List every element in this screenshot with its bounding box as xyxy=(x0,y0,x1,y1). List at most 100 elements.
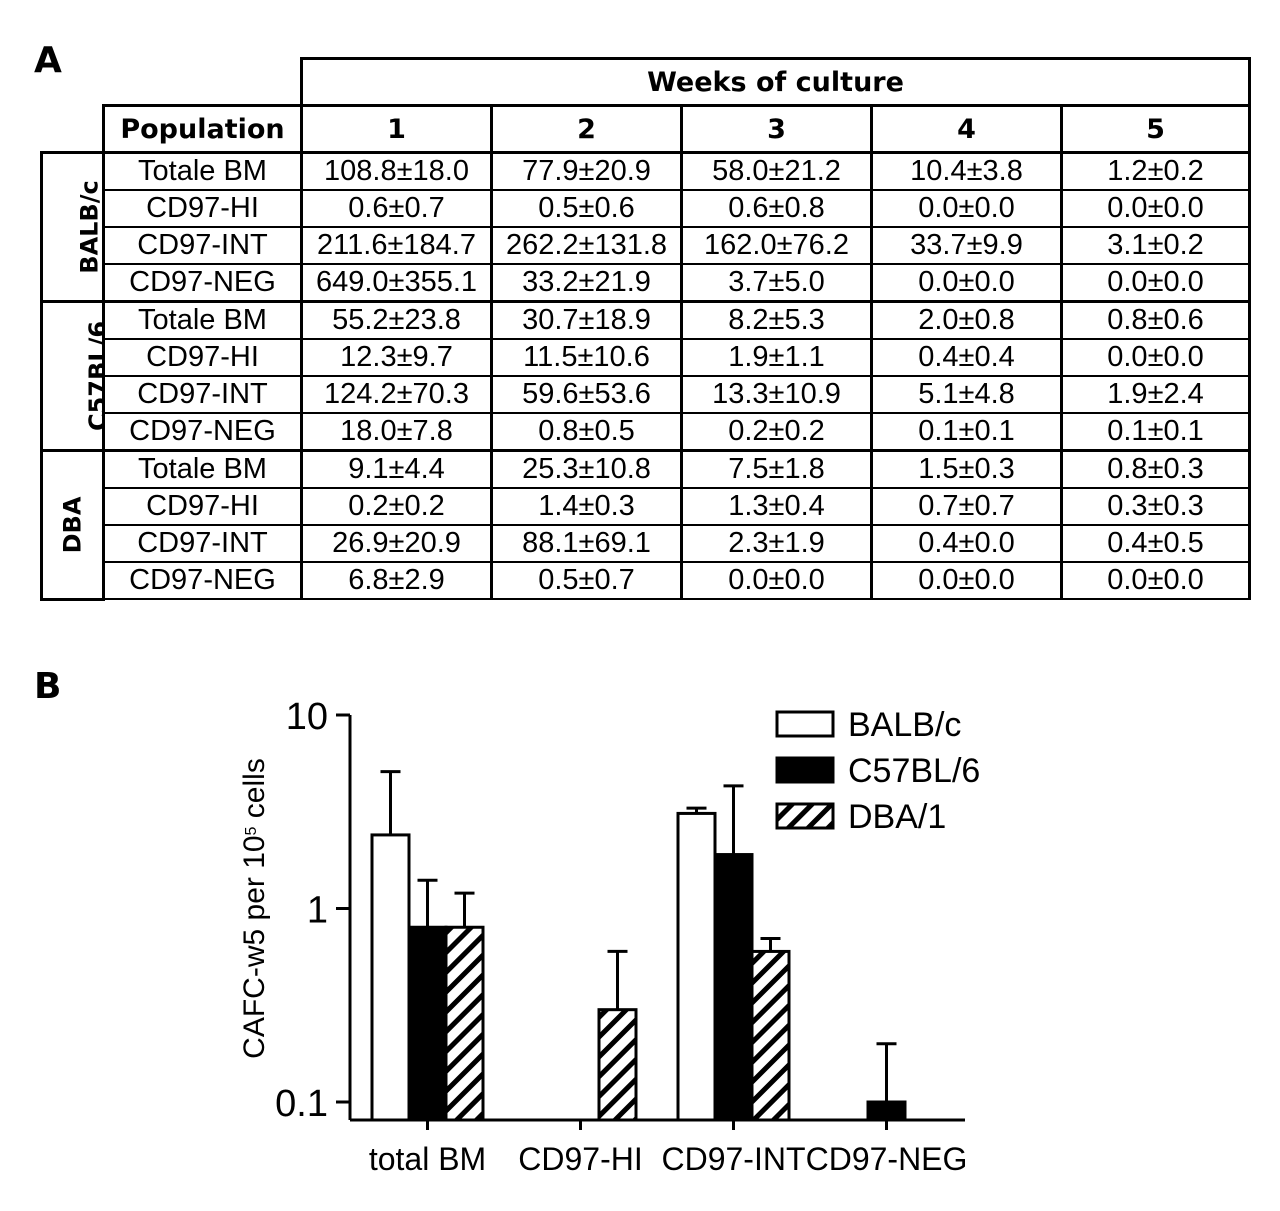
value-cell: 5.1±4.8 xyxy=(870,375,1063,414)
legend-label: DBA/1 xyxy=(848,798,946,836)
x-tick-label: CD97-NEG xyxy=(806,1141,968,1177)
value-cell: 0.3±0.3 xyxy=(1059,487,1252,526)
value-cell: 2.3±1.9 xyxy=(680,524,873,563)
table-corner xyxy=(42,59,302,106)
x-tick-label: CD97-HI xyxy=(518,1141,642,1177)
population-cell: Totale BM xyxy=(102,449,303,489)
value-cell: 262.2±131.8 xyxy=(490,226,683,265)
y-axis-label-text: CAFC-w5 per 10 xyxy=(238,835,271,1058)
value-cell: 10.4±3.8 xyxy=(870,151,1063,191)
value-cell: 55.2±23.8 xyxy=(300,300,493,340)
value-cell: 162.0±76.2 xyxy=(680,226,873,265)
table-row: CD97-HI 0.6±0.7 0.5±0.6 0.6±0.8 0.0±0.0 0.0±0… xyxy=(42,189,1252,228)
value-cell: 0.0±0.0 xyxy=(680,561,873,600)
population-header: Population xyxy=(102,104,303,154)
value-cell: 59.6±53.6 xyxy=(490,375,683,414)
bar xyxy=(597,1008,638,1122)
bar xyxy=(370,833,411,1122)
value-cell: 0.6±0.8 xyxy=(680,189,873,228)
week-header: 1 xyxy=(300,104,493,154)
y-tick-label: 1 xyxy=(307,890,328,932)
value-cell: 3.7±5.0 xyxy=(680,263,873,303)
value-cell: 0.0±0.0 xyxy=(870,189,1063,228)
value-cell: 58.0±21.2 xyxy=(680,151,873,191)
bar xyxy=(713,853,754,1122)
y-tick-label: 10 xyxy=(286,696,328,738)
bar xyxy=(407,925,448,1122)
value-cell: 1.2±0.2 xyxy=(1059,151,1252,191)
bar xyxy=(676,811,717,1122)
value-cell: 1.5±0.3 xyxy=(870,449,1063,489)
value-cell: 3.1±0.2 xyxy=(1059,226,1252,265)
value-cell: 0.5±0.7 xyxy=(490,561,683,600)
strain-label: DBA xyxy=(40,449,105,601)
strain-label: C57BL/6 xyxy=(40,300,105,452)
value-cell: 0.4±0.4 xyxy=(870,338,1063,377)
value-cell: 0.0±0.0 xyxy=(1059,561,1252,600)
panel-label-b: B xyxy=(34,666,62,707)
week-header: 5 xyxy=(1059,104,1252,154)
value-cell: 77.9±20.9 xyxy=(490,151,683,191)
legend-swatch xyxy=(775,710,835,738)
table-row: CD97-INT 124.2±70.3 59.6±53.6 13.3±10.9 5.1±… xyxy=(42,375,1252,414)
value-cell: 33.7±9.9 xyxy=(870,226,1063,265)
value-cell: 1.3±0.4 xyxy=(680,487,873,526)
value-cell: 124.2±70.3 xyxy=(300,375,493,414)
week-header: 4 xyxy=(870,104,1063,154)
value-cell: 0.8±0.3 xyxy=(1059,449,1252,489)
value-cell: 2.0±0.8 xyxy=(870,300,1063,340)
population-cell: CD97-NEG xyxy=(102,412,303,452)
value-cell: 0.0±0.0 xyxy=(1059,189,1252,228)
culture-table: Weeks of culture Population 1 2 3 4 5 BA… xyxy=(40,57,1252,601)
value-cell: 0.8±0.6 xyxy=(1059,300,1252,340)
table-row: CD97-HI 12.3±9.7 11.5±10.6 1.9±1.1 0.4±0.4 0.… xyxy=(42,338,1252,377)
legend-swatch xyxy=(775,756,835,784)
table-body: BALB/c Totale BM 108.8±18.0 77.9±20.9 58.0±2… xyxy=(40,151,1252,601)
table-corner-left xyxy=(42,106,104,153)
value-cell: 0.4±0.5 xyxy=(1059,524,1252,563)
table-row: CD97-INT 26.9±20.9 88.1±69.1 2.3±1.9 0.4±0.0… xyxy=(42,524,1252,563)
y-tick-label: 0.1 xyxy=(275,1083,328,1125)
value-cell: 6.8±2.9 xyxy=(300,561,493,600)
y-axis-label-superscript: 5 xyxy=(243,826,260,835)
value-cell: 11.5±10.6 xyxy=(490,338,683,377)
legend-label: BALB/c xyxy=(848,706,961,744)
bar xyxy=(866,1100,907,1122)
value-cell: 13.3±10.9 xyxy=(680,375,873,414)
y-axis-label: CAFC-w5 per 105 cells xyxy=(238,758,271,1059)
table-row: CD97-NEG 649.0±355.1 33.2±21.9 3.7±5.0 0.0±0… xyxy=(42,263,1252,303)
value-cell: 1.9±2.4 xyxy=(1059,375,1252,414)
value-cell: 1.9±1.1 xyxy=(680,338,873,377)
bar xyxy=(444,925,485,1122)
value-cell: 9.1±4.4 xyxy=(300,449,493,489)
table-row: CD97-NEG 6.8±2.9 0.5±0.7 0.0±0.0 0.0±0.0 0.0±… xyxy=(42,561,1252,600)
value-cell: 0.0±0.0 xyxy=(1059,263,1252,303)
value-cell: 1.4±0.3 xyxy=(490,487,683,526)
strain-label-text: DBA xyxy=(58,496,87,554)
population-cell: Totale BM xyxy=(102,300,303,340)
value-cell: 649.0±355.1 xyxy=(300,263,493,303)
y-axis-label-suffix: cells xyxy=(238,758,271,826)
value-cell: 0.0±0.0 xyxy=(870,561,1063,600)
legend-label: C57BL/6 xyxy=(848,752,980,790)
week-header: 2 xyxy=(490,104,683,154)
panel-label-a: A xyxy=(34,40,62,81)
population-cell: CD97-HI xyxy=(102,487,303,526)
table-row: BALB/c Totale BM 108.8±18.0 77.9±20.9 58.0±2… xyxy=(40,151,1252,303)
value-cell: 0.8±0.5 xyxy=(490,412,683,452)
legend-swatch xyxy=(775,802,835,830)
value-cell: 33.2±21.9 xyxy=(490,263,683,303)
value-cell: 0.2±0.2 xyxy=(300,487,493,526)
strain-label-text: C57BL/6 xyxy=(84,320,104,432)
table-row: DBA Totale BM 9.1±4.4 25.3±10.8 7.5±1.8 1.5±0… xyxy=(40,449,1252,601)
value-cell: 25.3±10.8 xyxy=(490,449,683,489)
table-row: CD97-HI 0.2±0.2 1.4±0.3 1.3±0.4 0.7±0.7 0.3±0… xyxy=(42,487,1252,526)
value-cell: 0.7±0.7 xyxy=(870,487,1063,526)
population-cell: CD97-HI xyxy=(102,338,303,377)
population-cell: CD97-INT xyxy=(102,524,303,563)
value-cell: 0.4±0.0 xyxy=(870,524,1063,563)
week-header: 3 xyxy=(680,104,873,154)
table-row: CD97-INT 211.6±184.7 262.2±131.8 162.0±76.2… xyxy=(42,226,1252,265)
value-cell: 0.0±0.0 xyxy=(870,263,1063,303)
value-cell: 0.6±0.7 xyxy=(300,189,493,228)
